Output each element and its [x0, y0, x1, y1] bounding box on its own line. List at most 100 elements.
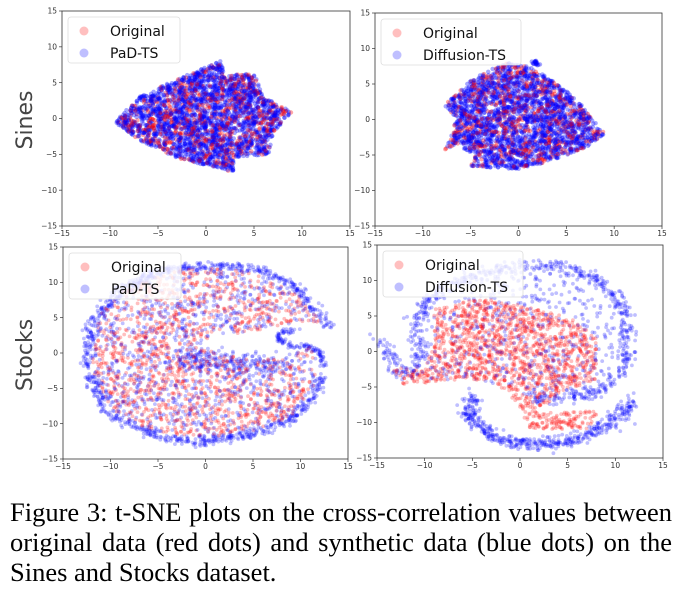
original-point	[203, 139, 209, 144]
synthetic-point	[219, 122, 225, 127]
original-point	[257, 89, 263, 95]
synthetic-point	[207, 65, 212, 71]
synthetic-point	[245, 139, 250, 144]
synthetic-point	[221, 83, 226, 89]
synthetic-point	[197, 72, 202, 77]
original-point	[279, 105, 284, 110]
synthetic-point	[219, 165, 224, 170]
synthetic-point	[269, 126, 274, 131]
original-point	[147, 135, 153, 141]
scatter-panel-1: −15 −10 −5 0 5 10 15−15−10−5051015OriginalPaD-…	[41, 7, 355, 238]
original-point	[154, 99, 159, 104]
original-point	[214, 160, 219, 166]
synthetic-point	[183, 101, 188, 107]
synthetic-point	[150, 120, 155, 126]
synthetic-point	[250, 110, 255, 115]
synthetic-point	[233, 126, 238, 131]
synthetic-point	[131, 109, 136, 114]
original-point	[197, 157, 202, 163]
synthetic-point	[272, 112, 277, 117]
synthetic-point	[169, 110, 174, 116]
original-point	[250, 116, 256, 121]
synthetic-point	[232, 108, 238, 114]
synthetic-point	[190, 143, 195, 148]
synthetic-point	[281, 108, 286, 113]
synthetic-point	[225, 80, 230, 85]
synthetic-point	[134, 100, 140, 106]
synthetic-point	[200, 152, 205, 157]
original-point	[133, 134, 138, 140]
synthetic-point	[262, 102, 267, 107]
synthetic-point	[271, 104, 276, 110]
synthetic-point	[218, 59, 223, 64]
synthetic-point	[169, 124, 175, 129]
original-point	[241, 77, 246, 83]
synthetic-point	[203, 122, 208, 128]
y-tick-label: 0	[52, 114, 57, 123]
synthetic-point	[167, 83, 172, 88]
synthetic-point	[167, 112, 172, 118]
synthetic-point	[134, 98, 140, 104]
original-point	[264, 128, 270, 133]
synthetic-point	[278, 122, 283, 127]
synthetic-point	[241, 153, 246, 159]
synthetic-point	[236, 121, 241, 126]
synthetic-point	[160, 126, 166, 131]
synthetic-point	[207, 157, 212, 162]
original-point	[233, 88, 238, 94]
synthetic-point	[197, 98, 202, 103]
synthetic-point	[230, 114, 236, 119]
synthetic-point	[126, 118, 131, 123]
synthetic-point	[234, 105, 239, 110]
synthetic-point	[212, 86, 218, 92]
synthetic-point	[206, 108, 211, 114]
original-point	[190, 140, 195, 145]
synthetic-point	[173, 116, 179, 121]
synthetic-point	[247, 85, 252, 90]
original-point	[443, 147, 448, 152]
synthetic-point	[272, 114, 277, 119]
synthetic-point	[212, 105, 217, 111]
synthetic-point	[257, 149, 262, 154]
original-point	[128, 118, 134, 123]
synthetic-point	[196, 96, 201, 102]
synthetic-point	[196, 142, 202, 148]
synthetic-point	[213, 83, 219, 89]
synthetic-point	[218, 105, 223, 111]
synthetic-point	[214, 111, 220, 117]
synthetic-point	[225, 108, 230, 113]
original-point	[195, 132, 200, 138]
synthetic-point	[261, 97, 266, 102]
synthetic-point	[232, 73, 237, 79]
original-point	[171, 94, 176, 100]
synthetic-point	[130, 119, 135, 124]
synthetic-point	[247, 104, 252, 110]
synthetic-point	[216, 65, 222, 70]
synthetic-point	[203, 141, 209, 146]
synthetic-point	[206, 130, 211, 136]
synthetic-point	[179, 85, 184, 90]
synthetic-point	[253, 92, 258, 97]
scatter-panel-2: −15 −10 −5 0 5 10 15−15−10−5051015OriginalDiff…	[354, 9, 667, 238]
synthetic-point	[259, 117, 265, 122]
synthetic-point	[130, 103, 136, 109]
original-point	[226, 116, 231, 121]
original-point	[168, 115, 173, 120]
synthetic-point	[158, 100, 163, 105]
synthetic-point	[180, 97, 185, 102]
original-point	[169, 107, 174, 112]
synthetic-point	[250, 122, 255, 127]
synthetic-point	[141, 113, 146, 119]
original-point	[209, 114, 214, 120]
synthetic-point	[158, 96, 163, 101]
row-label-stocks: Stocks	[13, 319, 38, 391]
original-point	[249, 131, 255, 136]
original-point	[173, 130, 178, 135]
original-point	[244, 139, 249, 145]
synthetic-point	[167, 121, 172, 127]
original-point	[165, 147, 171, 152]
synthetic-point	[255, 105, 261, 110]
synthetic-point	[230, 88, 235, 94]
synthetic-point	[243, 148, 249, 154]
synthetic-point	[175, 109, 180, 115]
